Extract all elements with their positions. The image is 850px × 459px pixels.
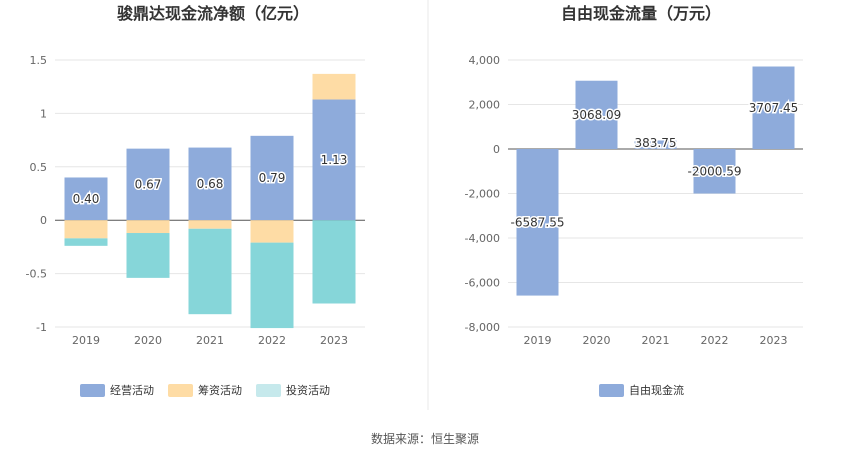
bar [64,238,108,246]
chart-title: 自由现金流量（万元） [561,4,721,23]
y-tick-label: -1 [36,321,47,334]
bar [634,140,677,149]
x-tick-label: 2022 [701,334,729,347]
legend-label: 投资活动 [286,383,330,397]
x-tick-label: 2023 [760,334,788,347]
free-cash-flow-chart: 自由现金流量（万元） 4,000 2,000 0 -2,000 -4,000 -6,000 -… [465,4,803,397]
y-tick-label: 1.5 [30,54,48,67]
legend-label: 自由现金流 [629,383,684,397]
data-label: 3068.09 [572,108,622,122]
bar [250,242,294,329]
x-tick-label: 2020 [134,334,162,347]
net-cash-flow-chart: 骏鼎达现金流净额（亿元） 1.5 1 0.5 0 -0.5 -1 2019 0.40 2020 0.… [26,4,365,397]
x-tick-label: 2019 [524,334,552,347]
bar [188,220,232,229]
bar [575,80,618,149]
x-tick-label: 2019 [72,334,100,347]
y-tick-label: -8,000 [465,321,500,334]
bar [752,66,795,149]
y-tick-label: -0.5 [26,268,47,281]
bar [312,99,356,221]
x-tick-label: 2021 [642,334,670,347]
y-tick-label: 1 [40,107,47,120]
data-source-note: 数据来源：恒生聚源 [370,432,479,446]
data-label: 1.13 [321,153,348,167]
bar [188,228,232,315]
x-tick-label: 2021 [196,334,224,347]
y-tick-label: 0.5 [30,161,48,174]
bar [516,149,559,296]
y-tick-label: 2,000 [469,99,501,112]
bar [312,73,356,100]
x-tick-label: 2022 [258,334,286,347]
bar [64,220,108,239]
bar [250,220,294,243]
x-tick-label: 2020 [583,334,611,347]
data-label: 0.67 [135,177,162,191]
legend-swatch [256,384,281,397]
legend-swatch [80,384,105,397]
legend-label: 经营活动 [110,383,154,397]
data-label: 0.40 [73,192,100,206]
bar [188,147,232,221]
y-tick-label: -2,000 [465,188,500,201]
y-tick-label: -4,000 [465,232,500,245]
data-label: 3707.45 [749,101,799,115]
data-label: -2000.59 [688,164,742,178]
x-tick-label: 2023 [320,334,348,347]
bar [126,220,170,234]
bar [126,233,170,278]
bar [250,135,294,221]
bar [126,148,170,221]
bar [64,177,108,221]
bar [693,149,736,194]
data-label: -6587.55 [511,215,565,229]
bar [312,220,356,304]
y-tick-label: -6,000 [465,277,500,290]
y-tick-label: 0 [493,143,500,156]
legend-swatch [599,384,624,397]
y-tick-label: 4,000 [469,54,501,67]
data-label: 383.75 [635,136,677,150]
chart-title: 骏鼎达现金流净额（亿元） [117,4,309,23]
data-label: 0.68 [197,177,224,191]
legend-label: 筹资活动 [198,383,242,397]
y-tick-label: 0 [40,214,47,227]
legend-swatch [168,384,193,397]
data-label: 0.79 [259,171,286,185]
